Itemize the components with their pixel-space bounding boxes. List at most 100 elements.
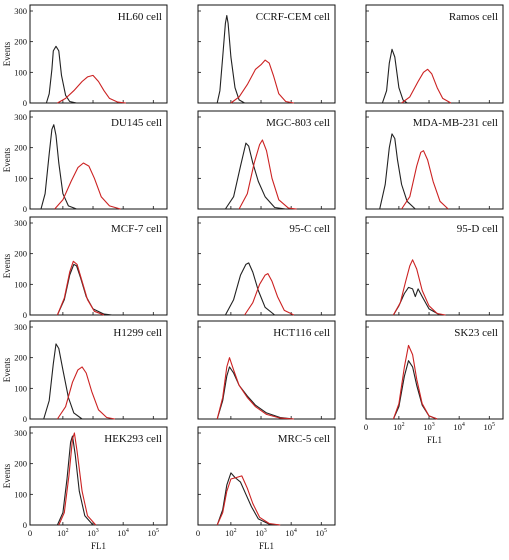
red-histogram-line [401, 68, 452, 104]
x-tick-exponent: 4 [126, 528, 129, 534]
x-tick-label: 105 [484, 422, 496, 432]
x-tick-exponent: 4 [462, 422, 465, 428]
red-histogram-line [392, 344, 438, 420]
panel-title: DU145 cell [111, 117, 162, 129]
panel-frame [197, 216, 336, 316]
panel-6: 0 100 200 300 Events MCF-7 cell [2, 216, 168, 320]
panel-title: MRC-5 cell [278, 433, 330, 445]
x-tick-exponent: 3 [96, 528, 99, 534]
panel-title: H1299 cell [113, 327, 162, 339]
x-tick-label: 103 [423, 422, 435, 432]
panel-frame [365, 320, 504, 420]
y-tick-label: 0 [23, 204, 27, 214]
red-histogram-line [57, 74, 126, 104]
x-tick-label: 102 [225, 528, 237, 538]
red-histogram-line [238, 139, 297, 210]
panel-4: MGC-803 cell [197, 110, 336, 210]
y-axis-label: Events [2, 463, 12, 488]
panel-2: Ramos cell [365, 4, 504, 104]
panel-title: Ramos cell [449, 11, 498, 23]
panel-7: 95-C cell [197, 216, 336, 316]
red-histogram-line [244, 273, 295, 316]
y-tick-label: 100 [14, 173, 27, 183]
y-tick-label: 200 [14, 459, 27, 469]
panel-frame [365, 110, 504, 210]
x-axis-label: FL1 [91, 541, 106, 551]
black-histogram-line [224, 262, 276, 316]
panel-title: MGC-803 cell [266, 117, 330, 129]
x-tick-label: 103 [87, 528, 99, 538]
x-tick-base: 10 [255, 528, 264, 538]
x-tick-label: 0 [28, 528, 32, 538]
x-tick-label: 0 [364, 422, 368, 432]
x-tick-base: 0 [196, 528, 200, 538]
black-histogram-line [45, 45, 77, 104]
x-tick-exponent: 5 [324, 528, 327, 534]
black-histogram-line [392, 286, 441, 316]
panel-title: HEK293 cell [104, 433, 162, 445]
y-tick-label: 0 [23, 414, 27, 424]
y-tick-label: 0 [23, 310, 27, 320]
panel-10: HCT116 cell [197, 320, 336, 420]
x-tick-base: 10 [423, 422, 432, 432]
black-histogram-line [56, 435, 94, 526]
x-tick-base: 10 [87, 528, 96, 538]
panel-title: MDA-MB-231 cell [413, 117, 498, 129]
red-histogram-line [54, 162, 121, 210]
panel-frame [197, 426, 336, 526]
red-histogram-line [216, 357, 294, 420]
panel-frame [197, 110, 336, 210]
panel-5: MDA-MB-231 cell [365, 110, 504, 210]
y-tick-label: 100 [14, 383, 27, 393]
black-histogram-line [381, 48, 408, 104]
panel-title: HL60 cell [118, 11, 162, 23]
y-tick-label: 100 [14, 67, 27, 77]
black-histogram-line [216, 472, 281, 526]
x-tick-base: 10 [316, 528, 325, 538]
y-axis-label: Events [2, 147, 12, 172]
y-tick-label: 300 [14, 6, 27, 16]
x-axis-label: FL1 [427, 435, 442, 445]
y-tick-label: 300 [14, 218, 27, 228]
panel-title: CCRF-CEM cell [256, 11, 330, 23]
black-histogram-line [43, 343, 83, 420]
x-tick-base: 10 [148, 528, 157, 538]
x-tick-label: 105 [148, 528, 160, 538]
x-tick-base: 10 [57, 528, 66, 538]
panel-frame [29, 426, 168, 526]
x-tick-label: 104 [453, 422, 465, 432]
x-tick-label: 105 [316, 528, 328, 538]
y-axis-label: Events [2, 357, 12, 382]
x-tick-base: 10 [225, 528, 234, 538]
panel-8: 95-D cell [365, 216, 504, 316]
x-tick-label: 103 [255, 528, 267, 538]
x-tick-exponent: 4 [294, 528, 297, 534]
y-axis-label: Events [2, 253, 12, 278]
x-tick-base: 10 [484, 422, 493, 432]
red-histogram-line [401, 150, 449, 210]
x-tick-label: 104 [117, 528, 129, 538]
x-tick-label: 104 [285, 528, 297, 538]
black-histogram-line [40, 124, 77, 210]
x-tick-base: 10 [453, 422, 462, 432]
black-histogram-line [216, 15, 245, 104]
x-tick-label: 102 [393, 422, 405, 432]
x-tick-exponent: 2 [66, 528, 69, 534]
y-axis-label: Events [2, 41, 12, 66]
panel-frame [29, 216, 168, 316]
red-histogram-line [56, 260, 105, 316]
y-tick-label: 200 [14, 37, 27, 47]
panel-0: 0 100 200 300 Events HL60 cell [2, 4, 168, 108]
panel-title: 95-D cell [457, 223, 498, 235]
x-tick-base: 10 [117, 528, 126, 538]
x-axis-label: FL1 [259, 541, 274, 551]
panel-title: HCT116 cell [273, 327, 330, 339]
panel-9: 0 100 200 300 Events H1299 cell [2, 320, 168, 424]
x-tick-label: 102 [57, 528, 69, 538]
panel-title: MCF-7 cell [111, 223, 162, 235]
x-tick-exponent: 2 [234, 528, 237, 534]
panel-frame [29, 110, 168, 210]
red-histogram-line [58, 432, 97, 526]
